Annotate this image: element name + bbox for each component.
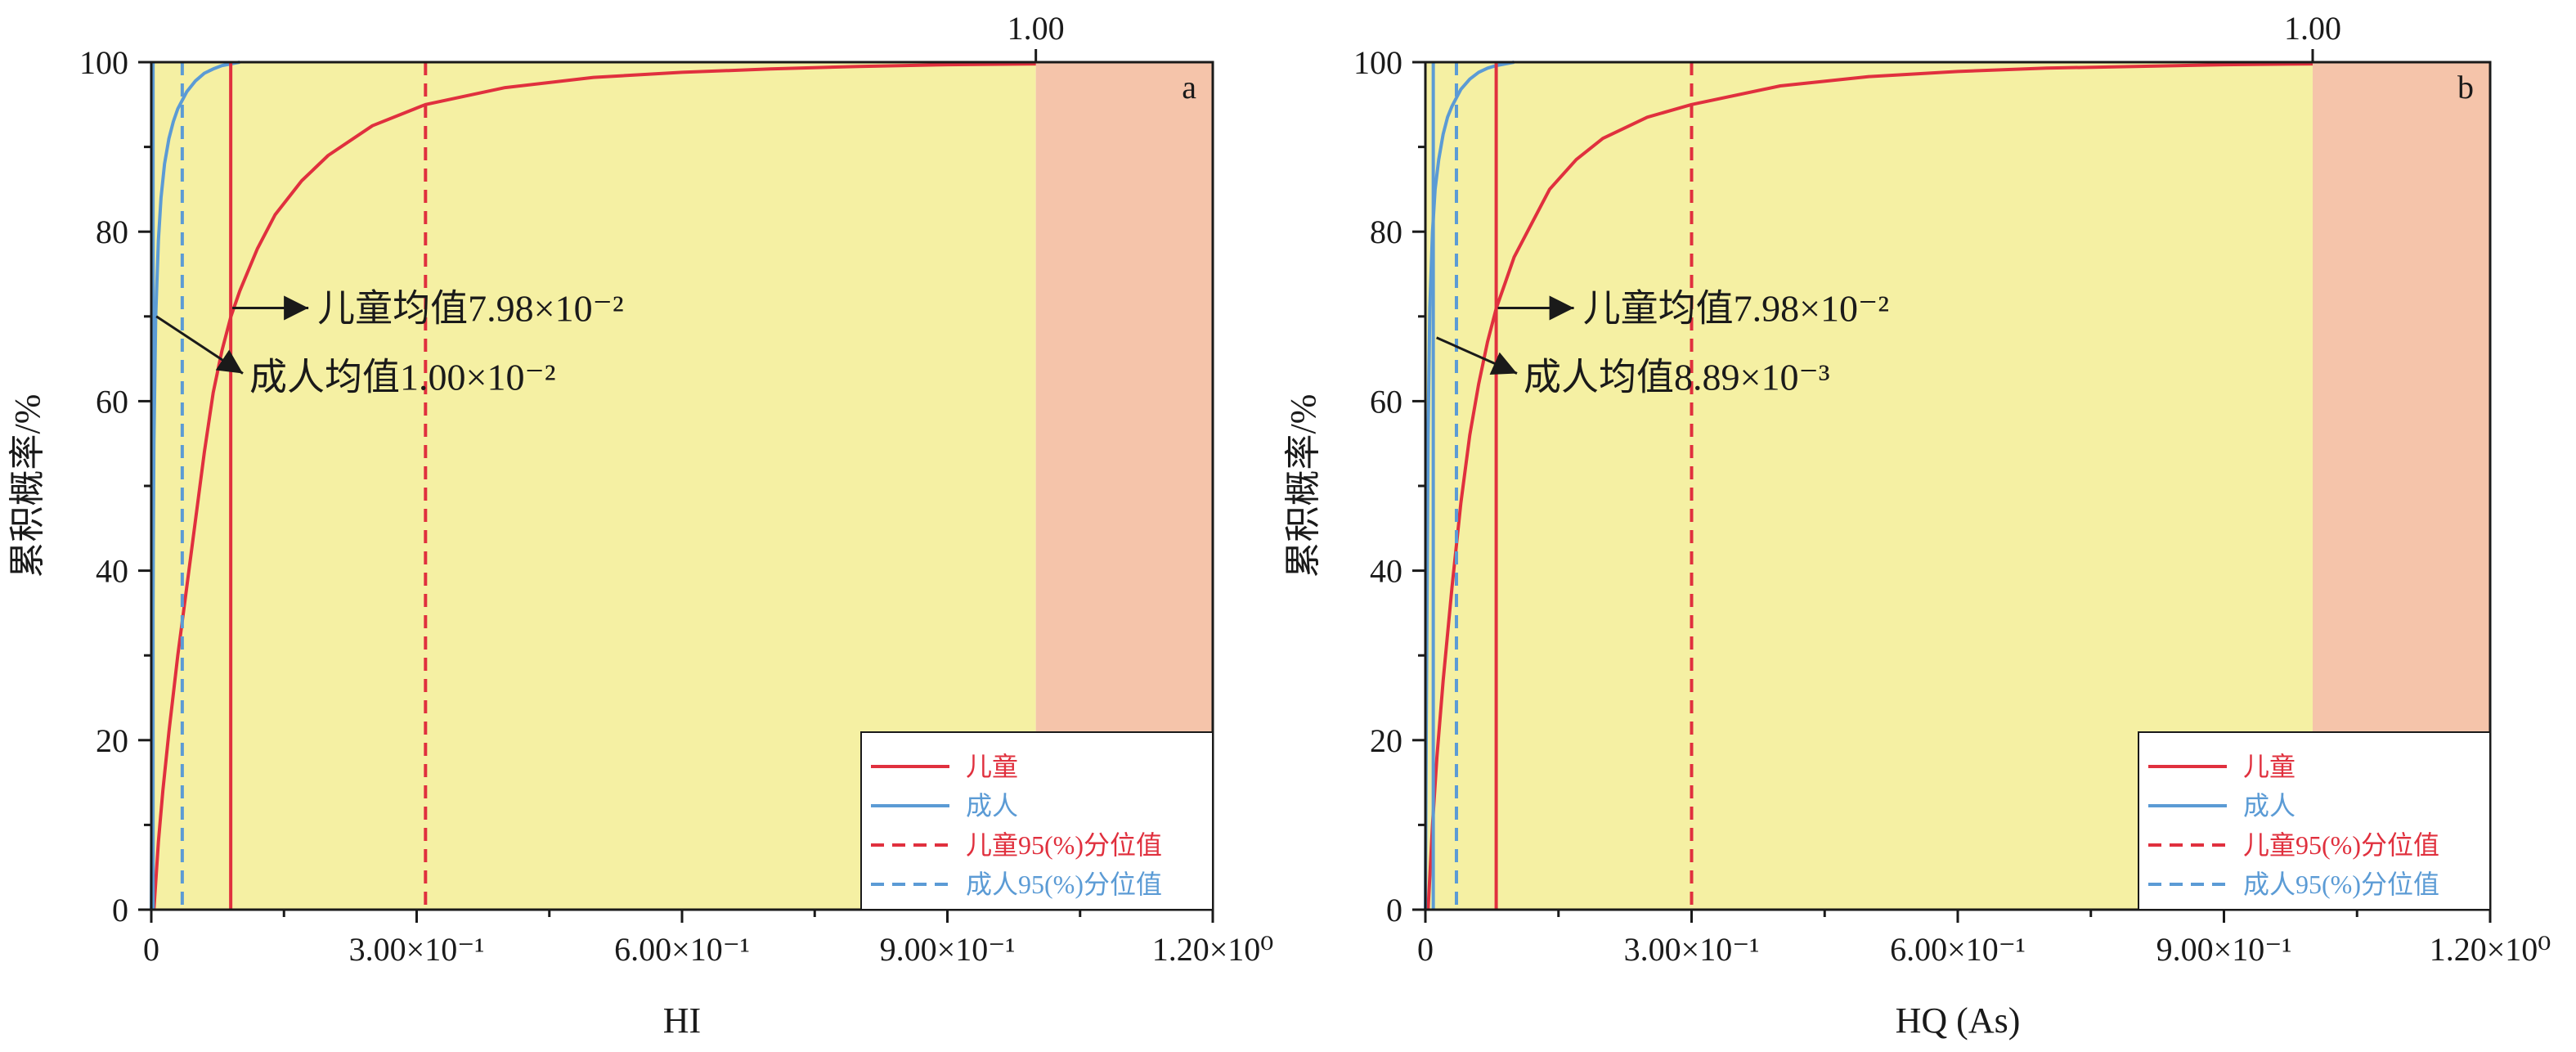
y-axis-title: 累积概率/% <box>1283 394 1323 578</box>
cdf-curve-child <box>1426 62 2313 910</box>
y-tick-label: 0 <box>112 892 128 928</box>
y-tick-label: 40 <box>1370 553 1402 590</box>
y-tick-label: 0 <box>1386 892 1402 928</box>
y-tick-label: 80 <box>1370 214 1402 250</box>
cdf-curve-child <box>152 62 1036 910</box>
y-tick-label: 20 <box>1370 722 1402 759</box>
y-tick-label: 60 <box>1370 383 1402 420</box>
x-tick-label: 3.00×10⁻¹ <box>349 931 485 968</box>
child-mean-annotation: 儿童均值7.98×10⁻² <box>317 287 624 329</box>
cdf-curve-adult <box>150 61 240 910</box>
chart-panel-a: 0 3.00×10⁻¹ 6.00×10⁻¹ 9.00×10⁻¹ 1.20×10⁰ 0 20 4… <box>7 10 1273 1041</box>
cdf-curve-adult <box>1424 61 1515 910</box>
y-tick-label: 60 <box>96 383 128 420</box>
x-tick-label: 9.00×10⁻¹ <box>2156 931 2292 968</box>
child-mean-annotation: 儿童均值7.98×10⁻² <box>1583 287 1890 329</box>
legend-label: 儿童95(%)分位值 <box>2243 830 2439 860</box>
panel-letter: b <box>2457 69 2474 106</box>
legend-label: 成人95(%)分位值 <box>2243 870 2439 899</box>
x-tick-label: 0 <box>1417 931 1434 968</box>
legend-box <box>860 731 1214 910</box>
top-tick-label: 1.00 <box>2284 10 2341 47</box>
y-axis-title: 累积概率/% <box>7 394 47 578</box>
adult-mean-annotation: 成人均值8.89×10⁻³ <box>1524 357 1830 398</box>
top-tick-label: 1.00 <box>1008 10 1065 47</box>
x-tick-label: 3.00×10⁻¹ <box>1624 931 1760 968</box>
y-tick-label: 100 <box>1353 44 1402 81</box>
x-axis-title: HI <box>663 1000 701 1041</box>
y-tick-label: 100 <box>79 44 128 81</box>
x-tick-label: 1.20×10⁰ <box>2430 931 2551 968</box>
chart-panel-b: 0 3.00×10⁻¹ 6.00×10⁻¹ 9.00×10⁻¹ 1.20×10⁰ 0 20 4… <box>1283 10 2551 1041</box>
y-tick-label: 80 <box>96 214 128 250</box>
adult-mean-arrow <box>1436 336 1518 375</box>
legend-label: 成人 <box>2243 791 2296 820</box>
legend-label: 成人 <box>966 791 1018 820</box>
y-tick-label: 40 <box>96 553 128 590</box>
y-tick-label: 20 <box>96 722 128 759</box>
x-axis-title: HQ (As) <box>1896 1000 2021 1041</box>
legend-label: 成人95(%)分位值 <box>966 870 1162 899</box>
x-tick-label: 6.00×10⁻¹ <box>614 931 750 968</box>
legend-label: 儿童95(%)分位值 <box>966 830 1162 860</box>
adult-mean-annotation: 成人均值1.00×10⁻² <box>249 357 556 398</box>
adult-mean-arrow <box>155 315 244 375</box>
legend-box <box>2138 731 2491 910</box>
legend-label: 儿童 <box>2243 752 2296 781</box>
legend-label: 儿童 <box>966 752 1018 781</box>
x-tick-label: 6.00×10⁻¹ <box>1890 931 2026 968</box>
x-tick-label: 0 <box>143 931 159 968</box>
x-tick-label: 1.20×10⁰ <box>1152 931 1274 968</box>
panel-letter: a <box>1182 69 1196 106</box>
x-tick-label: 9.00×10⁻¹ <box>880 931 1016 968</box>
